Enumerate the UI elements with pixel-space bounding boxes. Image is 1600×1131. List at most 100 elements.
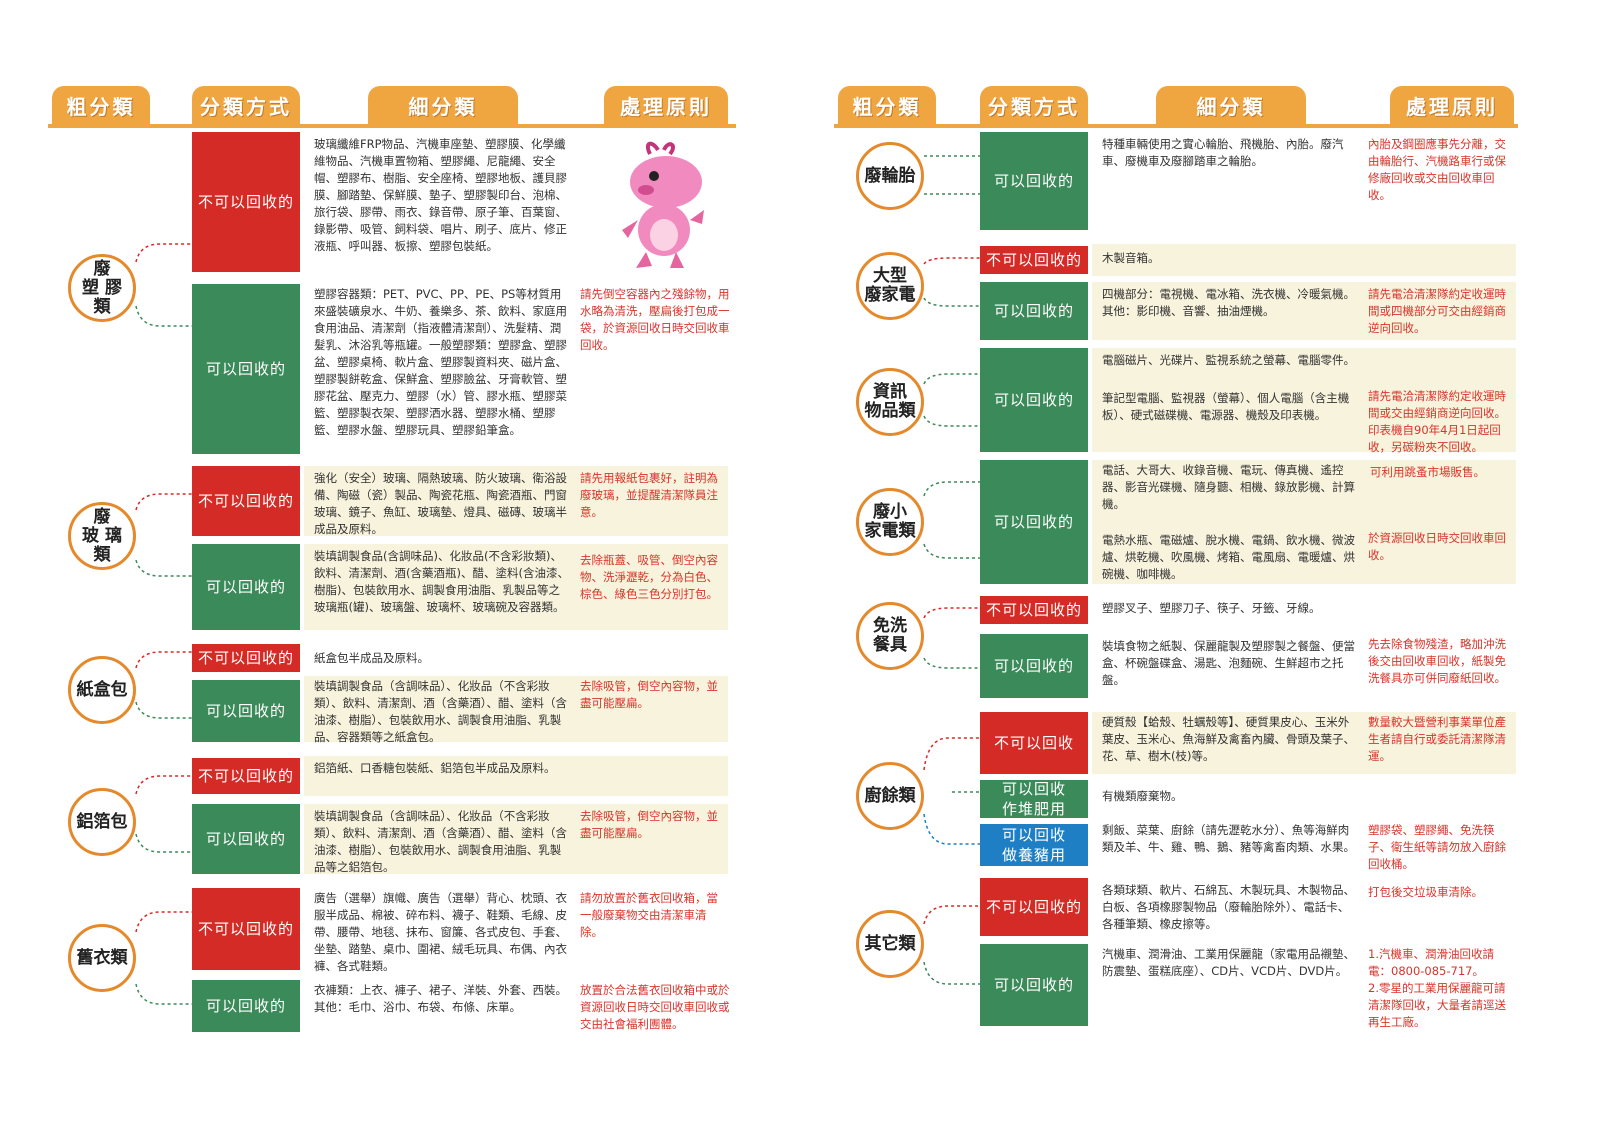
tableware-nonrecyclable-box: 不可以回收的 <box>980 596 1088 624</box>
kitchen-compost-detail: 有機類廢棄物。 <box>1102 789 1183 803</box>
category-glass-label: 廢 玻 璃 類 <box>82 506 122 565</box>
tire-recyclable-note: 內胎及鋼圈應事先分離，交由輪胎行、汽機路車行或保修廠回收或交由回收車回收。 <box>1368 137 1506 202</box>
plastic-nonrecyclable-box: 不可以回收的 <box>192 132 300 272</box>
category-carton-label: 紙盒包 <box>76 679 128 700</box>
small-appliance-connector <box>923 481 980 559</box>
info-band <box>1092 348 1516 452</box>
glass-recyclable-band <box>304 544 728 630</box>
other-nonrecyclable-note: 打包後交垃圾車清除。 <box>1368 885 1483 899</box>
appliance-recyclable-band <box>1092 282 1516 340</box>
carton-recyclable-box: 可以回收的 <box>192 680 300 742</box>
tire-recyclable-box: 可以回收的 <box>980 132 1088 230</box>
glass-nonrecyclable-detail: 強化（安全）玻璃、隔熱玻璃、防火玻璃、衛浴設備、陶磁（瓷）製品、陶瓷花瓶、陶瓷酒… <box>314 471 567 536</box>
other-nonrecyclable-detail: 各類球類、軟片、石綿瓦、木製玩具、木製物品、白板、各項橡膠製物品（廢輪胎除外）、… <box>1102 883 1355 931</box>
category-appliance-label: 大型 廢家電 <box>864 266 916 305</box>
glass-nonrecyclable-band <box>304 466 728 536</box>
header-underline-right <box>834 124 1518 128</box>
plastic-recyclable-detail: 塑膠容器類：PET、PVC、PP、PE、PS等材質用來盛裝礦泉水、牛奶、養樂多、… <box>314 287 567 437</box>
foil-connector <box>135 775 192 853</box>
clothes-recyclable-detail: 衣褲類：上衣、褲子、裙子、洋裝、外套、西裝。其他：毛巾、浴巾、布袋、布條、床單。 <box>314 983 567 1014</box>
tableware-recyclable-box: 可以回收的 <box>980 634 1088 698</box>
foil-nonrecyclable-band <box>304 756 728 796</box>
category-info-label: 資訊 物品類 <box>864 382 916 421</box>
category-kitchen: 廚餘類 <box>856 762 924 830</box>
plastic-recyclable-box: 可以回收的 <box>192 284 300 454</box>
foil-nonrecyclable-box: 不可以回收的 <box>192 758 300 794</box>
appliance-nonrecyclable-detail: 木製音箱。 <box>1102 251 1160 265</box>
header-coarse-right: 粗分類 <box>838 86 936 124</box>
clothes-nonrecyclable-box: 不可以回收的 <box>192 888 300 970</box>
clothes-recyclable-note: 放置於合法舊衣回收箱中或於資源回收日時交回收車回收或交由社會福利團體。 <box>580 983 730 1031</box>
appliance-recyclable-detail: 四機部分：電視機、電冰箱、洗衣機、冷暖氣機。其他：影印機、音響、抽油煙機。 <box>1102 287 1355 318</box>
category-foil-label: 鋁箔包 <box>76 811 128 832</box>
category-glass: 廢 玻 璃 類 <box>68 502 136 570</box>
foil-recyclable-box: 可以回收的 <box>192 804 300 874</box>
kitchen-connector <box>923 737 980 845</box>
kitchen-nonrecyclable-detail: 硬質殼【蛤殼、牡蠣殼等】、硬質果皮心、玉米外葉皮、玉米心、魚海鮮及禽畜內臟、骨頭… <box>1102 715 1355 763</box>
tire-recyclable-detail: 特種車輛使用之實心輪胎、飛機胎、內胎。廢汽車、廢機車及廢腳踏車之輪胎。 <box>1102 137 1344 168</box>
header-principle-right: 處理原則 <box>1390 86 1514 124</box>
appliance-connector <box>923 257 980 307</box>
header-principle-left: 處理原則 <box>604 86 728 124</box>
header-coarse-left: 粗分類 <box>52 86 150 124</box>
header-underline-left <box>48 124 736 128</box>
mascot-dinosaur-icon <box>622 141 704 268</box>
category-carton: 紙盒包 <box>68 656 136 724</box>
kitchen-nonrecyclable-band <box>1092 712 1516 774</box>
foil-recyclable-band <box>304 804 728 874</box>
category-tire: 廢輪胎 <box>856 142 924 210</box>
carton-connector <box>135 651 192 719</box>
header-method-right: 分類方式 <box>980 86 1088 124</box>
clothes-connector <box>135 911 192 1005</box>
carton-recyclable-note: 去除吸管，倒空內容物，並盡可能壓扁。 <box>580 679 718 710</box>
other-recyclable-note: 1.汽機車、潤滑油回收請電：0800-085-717。 2.零星的工業用保麗龍可… <box>1368 947 1506 1029</box>
kitchen-nonrecyclable-note: 數量較大暨營利事業單位產生者請自行或委託清潔隊清運。 <box>1368 715 1506 763</box>
category-tableware-label: 免洗 餐具 <box>873 616 907 655</box>
foil-nonrecyclable-detail: 鋁箔紙、口香糖包裝紙、鋁箔包半成品及原料。 <box>314 761 556 775</box>
header-method-left: 分類方式 <box>192 86 300 124</box>
category-info: 資訊 物品類 <box>856 368 924 436</box>
carton-nonrecyclable-box: 不可以回收的 <box>192 644 300 672</box>
category-plastic-label: 廢 塑 膠 類 <box>82 258 122 317</box>
kitchen-pig-feed-box: 可以回收 做養豬用 <box>980 824 1088 866</box>
kitchen-pig-feed-note: 塑膠袋、塑膠繩、免洗筷子、衛生紙等請勿放入廚餘回收桶。 <box>1368 823 1506 871</box>
small-appliance-band <box>1092 460 1516 584</box>
category-plastic: 廢 塑 膠 類 <box>68 254 136 322</box>
tableware-recyclable-detail: 裝填食物之紙製、保麗龍製及塑膠製之餐盤、便當盒、杯碗盤碟盒、湯匙、泡麵碗、生鮮超… <box>1102 639 1355 687</box>
clothes-nonrecyclable-note: 請勿放置於舊衣回收箱，當一般廢棄物交由清潔車清除。 <box>580 891 718 939</box>
small-appliance-recyclable-box: 可以回收的 <box>980 460 1088 584</box>
foil-recyclable-note: 去除吸管，倒空內容物，並盡可能壓扁。 <box>580 809 718 840</box>
glass-nonrecyclable-note: 請先用報紙包裹好，註明為廢玻璃，並提醒清潔隊員注意。 <box>580 471 718 519</box>
small-appliance-note-2: 於資源回收日時交回收車回收。 <box>1368 531 1506 562</box>
other-nonrecyclable-box: 不可以回收的 <box>980 878 1088 936</box>
plastic-nonrecyclable-detail: 玻璃纖維FRP物品、汽機車座墊、塑膠膜、化學纖維物品、汽機車置物箱、塑膠繩、尼龍… <box>314 137 567 253</box>
category-appliance: 大型 廢家電 <box>856 252 924 320</box>
info-recyclable-detail-1: 電腦磁片、光碟片、監視系統之螢幕、電腦零件。 <box>1102 353 1355 367</box>
category-clothes: 舊衣類 <box>68 924 136 992</box>
category-clothes-label: 舊衣類 <box>76 947 128 968</box>
header-detail-right: 細分類 <box>1156 86 1306 124</box>
category-foil: 鋁箔包 <box>68 788 136 856</box>
other-recyclable-box: 可以回收的 <box>980 944 1088 1026</box>
small-appliance-note-1: 可利用跳蚤市場販售。 <box>1370 465 1485 479</box>
kitchen-nonrecyclable-box: 不可以回收 <box>980 712 1088 774</box>
glass-nonrecyclable-box: 不可以回收的 <box>192 466 300 536</box>
clothes-recyclable-box: 可以回收的 <box>192 980 300 1032</box>
category-other: 其它類 <box>856 910 924 978</box>
category-small-appliance-label: 廢小 家電類 <box>864 502 916 541</box>
tableware-nonrecyclable-detail: 塑膠叉子、塑膠刀子、筷子、牙籤、牙線。 <box>1102 601 1321 615</box>
kitchen-pig-feed-detail: 剩飯、菜葉、廚餘（請先瀝乾水分）、魚等海鮮肉類及羊、牛、雞、鴨、鵝、豬等禽畜肉類… <box>1102 823 1355 854</box>
glass-recyclable-box: 可以回收的 <box>192 544 300 630</box>
carton-nonrecyclable-detail: 紙盒包半成品及原料。 <box>314 651 429 665</box>
plastic-connector <box>135 243 192 327</box>
plastic-recyclable-note: 請先倒空容器內之殘餘物，用水略為清洗，壓扁後打包成一袋，於資源回收日時交回收車回… <box>580 287 730 352</box>
tableware-connector <box>923 607 980 669</box>
info-recyclable-detail-2: 筆記型電腦、監視器（螢幕）、個人電腦（含主機板）、硬式磁碟機、電源器、機殼及印表… <box>1102 391 1350 422</box>
info-recyclable-note: 請先電洽清潔隊約定收運時間或交由經銷商逆向回收。印表機自90年4月1日起回收，另… <box>1368 389 1506 454</box>
category-tire-label: 廢輪胎 <box>864 165 916 186</box>
category-tableware: 免洗 餐具 <box>856 602 924 670</box>
glass-recyclable-detail: 裝填調製食品(含調味品)、化妝品(不含彩妝類)、飲料、清潔劑、酒(含藥酒瓶)、醋… <box>314 549 569 614</box>
other-recyclable-detail: 汽機車、潤滑油、工業用保麗龍（家電用品襯墊、防震墊、蛋糕底座）、CD片、VCD片… <box>1102 947 1355 978</box>
tableware-recyclable-note: 先去除食物殘渣，略加沖洗後交由回收車回收，紙製免洗餐具亦可併同廢紙回收。 <box>1368 637 1506 685</box>
glass-connector <box>135 493 192 577</box>
